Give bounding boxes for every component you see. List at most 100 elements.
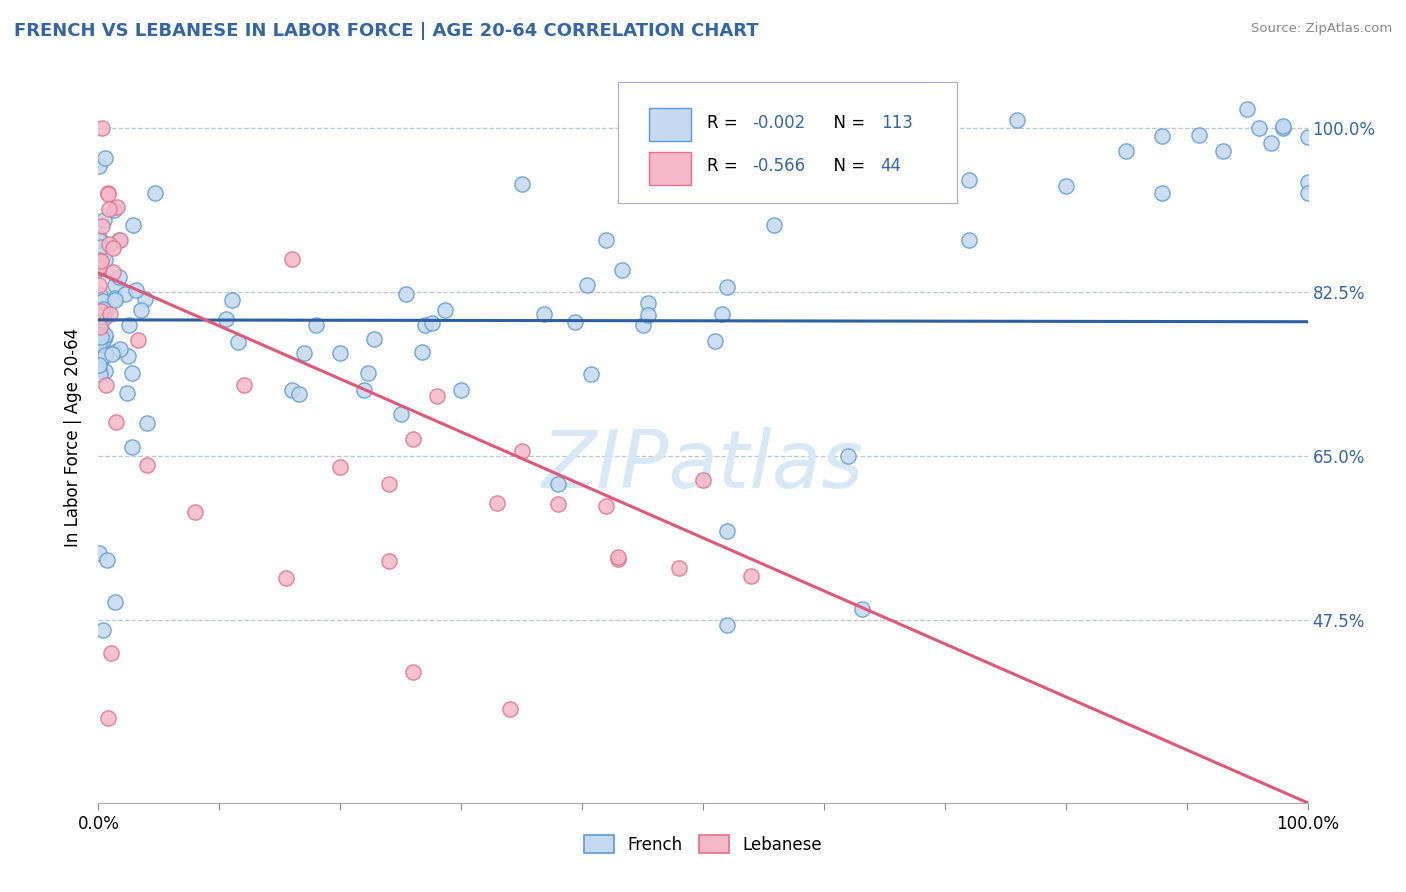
Point (135, 458, 157, 473)
Point (90, 240, 112, 254)
Point (837, 449, 859, 463)
Point (94, 328, 117, 343)
Point (637, 308, 659, 322)
Point (90, 352, 112, 367)
Point (98, 237, 121, 252)
Point (96, 553, 118, 567)
Point (91, 293, 114, 308)
Point (93, 252, 115, 267)
Point (498, 702, 520, 716)
Point (118, 318, 141, 332)
Point (108, 233, 131, 247)
Point (402, 432, 425, 446)
Point (595, 499, 617, 513)
Point (100, 347, 122, 361)
Point (89, 367, 111, 381)
Point (87, 260, 110, 275)
Point (143, 186, 166, 200)
Point (716, 524, 738, 538)
Point (87, 260, 110, 274)
Point (87, 358, 110, 372)
Point (87, 230, 110, 244)
Point (288, 387, 311, 401)
Point (108, 233, 131, 247)
Point (91, 219, 114, 233)
Text: 113: 113 (880, 113, 912, 131)
Point (957, 233, 980, 247)
Point (1296, 175, 1319, 189)
Point (93, 304, 115, 318)
Point (122, 218, 145, 232)
Point (692, 473, 714, 487)
Point (107, 269, 129, 284)
Point (1188, 128, 1211, 143)
Point (103, 345, 125, 359)
Point (96, 377, 118, 392)
Point (716, 617, 738, 632)
Point (114, 287, 136, 301)
Point (610, 262, 633, 277)
Point (87, 311, 110, 326)
Point (87, 248, 110, 262)
Legend: French, Lebanese: French, Lebanese (578, 829, 828, 860)
Point (108, 342, 131, 356)
Point (356, 367, 378, 381)
Text: FRENCH VS LEBANESE IN LABOR FORCE | AGE 20-64 CORRELATION CHART: FRENCH VS LEBANESE IN LABOR FORCE | AGE … (14, 22, 759, 40)
Point (305, 318, 328, 332)
Point (413, 318, 436, 332)
Point (329, 345, 352, 359)
Text: ZIPatlas: ZIPatlas (541, 427, 865, 506)
Point (329, 459, 352, 474)
Point (100, 646, 122, 660)
Point (353, 383, 375, 397)
Point (124, 283, 146, 297)
Point (1296, 186, 1319, 201)
Point (274, 571, 297, 585)
Point (129, 303, 152, 318)
Point (87, 336, 110, 351)
Point (97, 711, 120, 725)
Point (377, 477, 399, 491)
Point (104, 293, 127, 307)
Point (127, 333, 149, 347)
Bar (648, 152, 690, 185)
Point (402, 665, 425, 679)
Point (292, 345, 315, 359)
Point (89, 160, 111, 174)
Point (103, 265, 125, 279)
Point (215, 312, 238, 326)
Point (1249, 120, 1271, 135)
Point (105, 200, 128, 214)
Point (740, 569, 762, 583)
Point (93, 623, 115, 637)
Point (851, 602, 873, 616)
Point (395, 287, 418, 301)
Point (711, 307, 734, 321)
Point (486, 495, 509, 509)
Point (957, 173, 980, 187)
Text: -0.566: -0.566 (752, 158, 806, 176)
Point (762, 218, 785, 232)
Point (576, 277, 599, 292)
Point (1152, 186, 1174, 201)
Point (87, 546, 110, 560)
FancyBboxPatch shape (619, 82, 957, 203)
Point (87, 252, 110, 267)
Point (90, 330, 112, 344)
Point (90, 304, 112, 318)
Point (510, 443, 533, 458)
Point (89, 288, 111, 302)
Point (103, 291, 125, 305)
Point (100, 307, 122, 321)
Text: N =: N = (823, 113, 870, 131)
Point (97, 186, 120, 201)
Point (104, 277, 127, 292)
Text: R =: R = (707, 158, 742, 176)
Point (103, 202, 125, 217)
Point (637, 296, 659, 310)
Point (1007, 112, 1029, 127)
Point (363, 332, 385, 346)
Point (93, 212, 115, 227)
Point (595, 233, 617, 247)
Point (226, 334, 249, 349)
